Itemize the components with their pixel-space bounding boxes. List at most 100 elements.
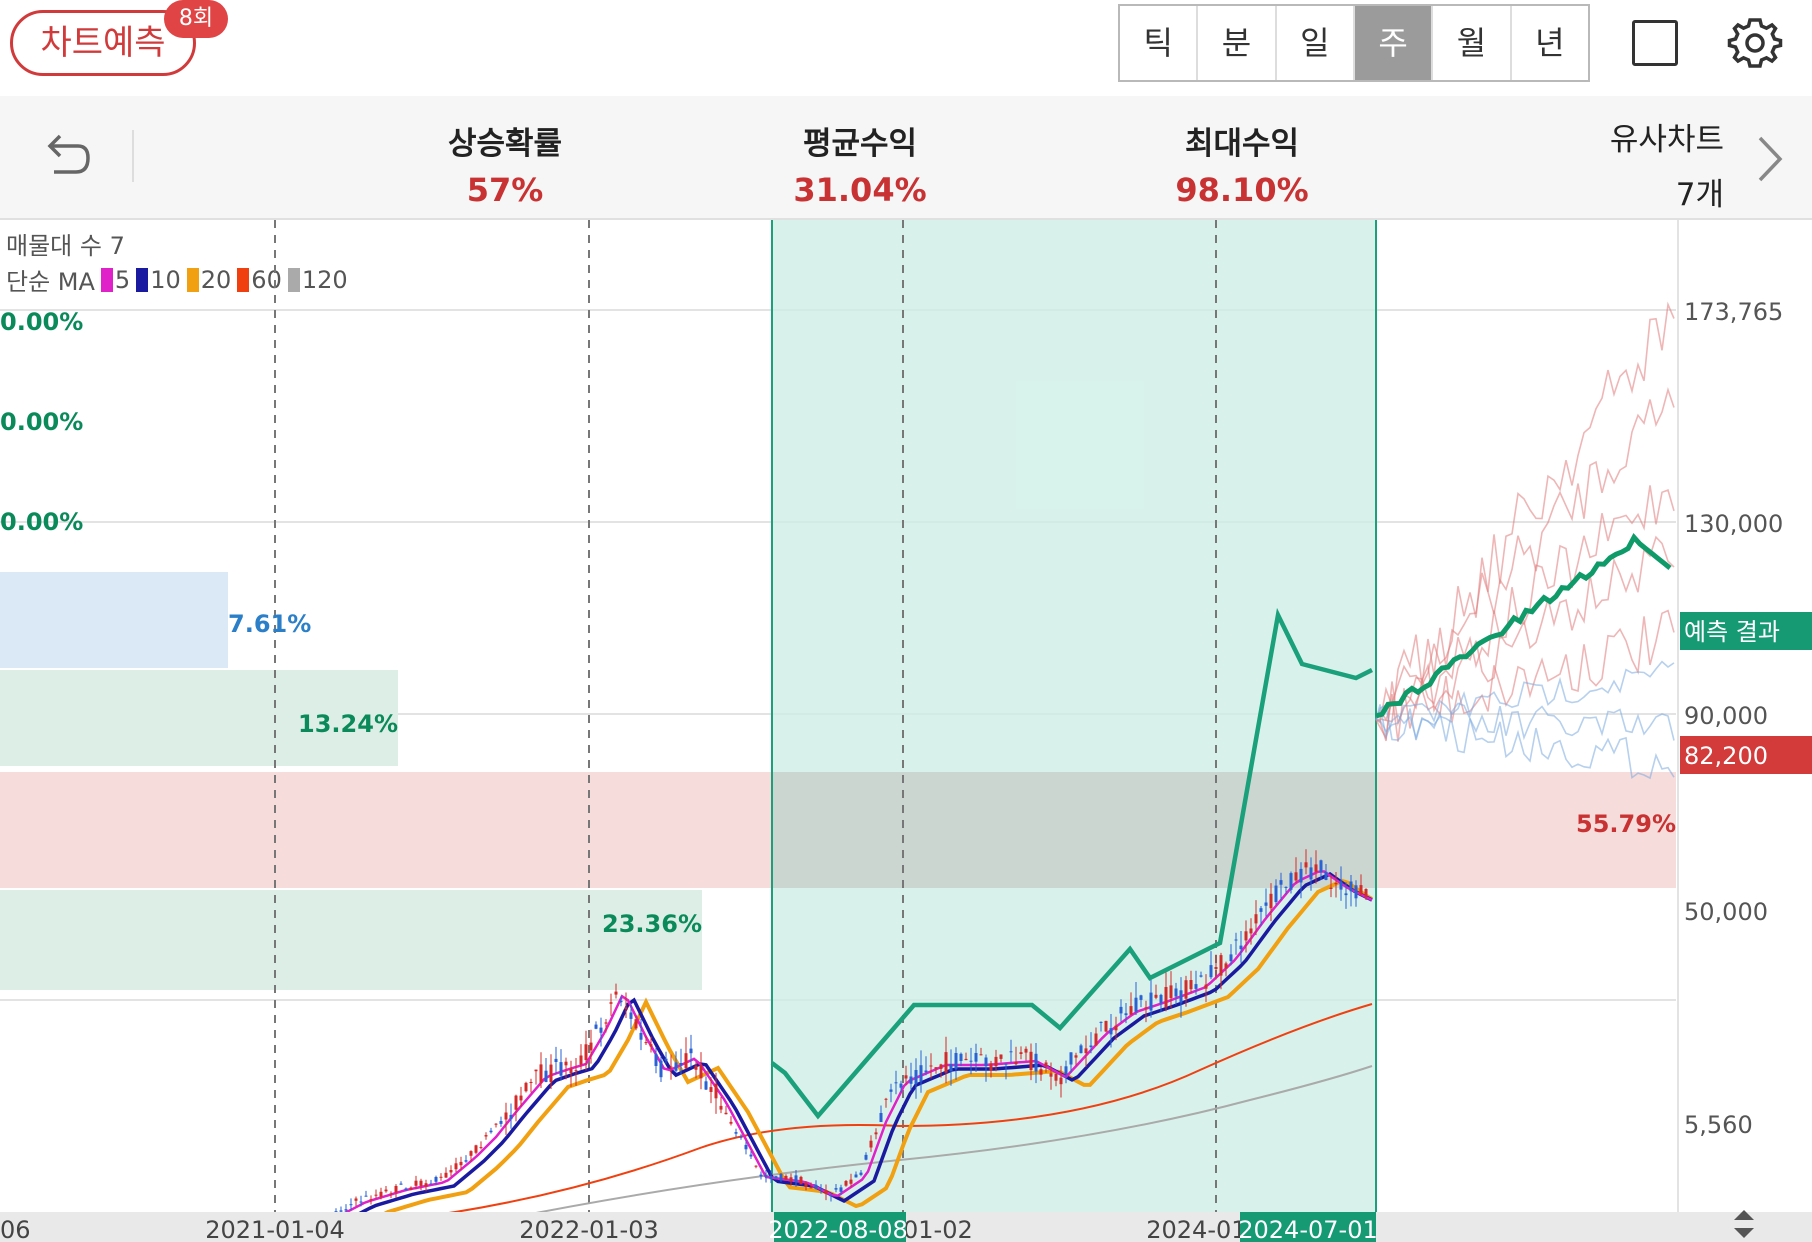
volume-profile-bar xyxy=(0,670,398,766)
candle-body xyxy=(739,1136,743,1138)
fullscreen-square-icon[interactable] xyxy=(1632,20,1678,66)
tab-tick[interactable]: 틱 xyxy=(1120,6,1199,80)
similar-charts-label: 유사차트 xyxy=(1609,122,1724,158)
candle-body xyxy=(449,1170,453,1173)
tab-week[interactable]: 주 xyxy=(1354,6,1434,80)
candle-body xyxy=(639,1033,643,1040)
candle-body xyxy=(1084,1048,1088,1054)
candle-body xyxy=(979,1054,983,1056)
candle-body xyxy=(679,1063,683,1066)
candle-body xyxy=(1214,967,1218,969)
candle-body xyxy=(1079,1045,1083,1054)
ma5-swatch xyxy=(100,267,113,292)
candle-body xyxy=(1159,994,1163,1004)
chart-area[interactable]: 매물대 수 7 단순 MA 5 10 20 60 120 0.00% 0.00% 0… xyxy=(0,220,1812,1242)
candle-body xyxy=(959,1053,963,1061)
rise-probability-value: 57% xyxy=(466,171,544,209)
candle-body xyxy=(1269,893,1273,909)
tab-month[interactable]: 월 xyxy=(1433,6,1512,80)
candle-body xyxy=(464,1160,468,1162)
candle-body xyxy=(444,1172,448,1178)
candle-body xyxy=(929,1065,933,1067)
candle-body xyxy=(709,1087,713,1092)
undo-icon[interactable] xyxy=(38,128,94,184)
y-tick-label: 50,000 xyxy=(1684,898,1768,926)
candle-body xyxy=(894,1082,898,1084)
x-tick-label: 06 xyxy=(0,1216,31,1242)
prediction-label: 예측 결과 xyxy=(1684,618,1780,646)
candle-body xyxy=(1044,1062,1048,1067)
candle-body xyxy=(494,1123,498,1125)
divider xyxy=(132,130,134,182)
candle-body xyxy=(1114,1025,1118,1031)
candle-body xyxy=(874,1132,878,1135)
candle-body xyxy=(384,1189,388,1192)
candle-body xyxy=(944,1052,948,1073)
ma-legend: 단순 MA 5 10 20 60 120 xyxy=(6,262,348,297)
y-tick-label: 130,000 xyxy=(1684,510,1783,538)
candle-body xyxy=(1309,867,1313,880)
volume-profile-pct: 7.61% xyxy=(228,610,311,638)
candle-body xyxy=(1149,992,1153,1011)
candle-body xyxy=(414,1180,418,1186)
candle-body xyxy=(764,1175,768,1177)
candle-body xyxy=(1179,990,1183,1003)
candle-body xyxy=(694,1065,698,1070)
candle-body xyxy=(819,1188,823,1190)
price-chart[interactable]: 0.00% 0.00% 0.00% 7.61% 13.24% 55.79% 23.36% 17… xyxy=(0,220,1812,1242)
scroll-arrows-icon[interactable] xyxy=(1734,1210,1754,1238)
chart-predict-button[interactable]: 차트예측 xyxy=(10,10,196,76)
candle-body xyxy=(514,1095,518,1110)
tab-day[interactable]: 일 xyxy=(1277,6,1355,80)
tab-minute[interactable]: 분 xyxy=(1198,6,1277,80)
candle-body xyxy=(1059,1077,1063,1085)
candle-body xyxy=(1039,1069,1043,1075)
candle-body xyxy=(759,1174,763,1177)
gear-icon[interactable] xyxy=(1726,14,1784,72)
candle-body xyxy=(604,1022,608,1024)
chevron-right-icon[interactable] xyxy=(1752,132,1786,186)
candle-body xyxy=(1349,881,1353,892)
candle-body xyxy=(524,1082,528,1092)
candle-body xyxy=(374,1194,378,1196)
candle-body xyxy=(469,1151,473,1156)
candle-body xyxy=(1219,955,1223,976)
candle-body xyxy=(1299,868,1303,883)
candle-body xyxy=(1359,885,1363,895)
similar-charts[interactable]: 유사차트 7개 xyxy=(1610,114,1724,214)
ma5-label: 5 xyxy=(114,265,131,294)
ma60-label: 60 xyxy=(251,265,282,294)
candle-body xyxy=(1354,885,1358,899)
candle-body xyxy=(1229,954,1233,962)
candle-body xyxy=(1279,880,1283,885)
candle-body xyxy=(794,1175,798,1183)
candle-body xyxy=(1329,887,1333,889)
similar-charts-count: 7개 xyxy=(1675,177,1724,213)
candle-body xyxy=(394,1186,398,1193)
ma20-label: 20 xyxy=(200,265,232,294)
top-bar: 차트예측 8회 틱 분 일 주 월 년 xyxy=(0,0,1812,96)
candle-body xyxy=(1154,994,1158,998)
tab-year[interactable]: 년 xyxy=(1535,24,1565,62)
candle-body xyxy=(954,1053,958,1069)
candle-body xyxy=(609,1002,613,1004)
average-return-value: 31.04% xyxy=(793,171,927,209)
candle-body xyxy=(889,1089,893,1092)
candle-body xyxy=(1099,1021,1103,1023)
predict-count-badge: 8회 xyxy=(164,0,228,38)
candle-body xyxy=(354,1198,358,1201)
forecast-path-up xyxy=(1375,609,1675,742)
ma120-swatch xyxy=(287,267,300,292)
candle-body xyxy=(379,1191,383,1197)
candle-body xyxy=(429,1183,433,1185)
candle-body xyxy=(474,1145,478,1153)
candle-body xyxy=(459,1161,463,1166)
candle-body xyxy=(629,1012,633,1019)
y-tick-label: 173,765 xyxy=(1684,298,1783,326)
candle-body xyxy=(1284,886,1288,888)
candle-body xyxy=(1134,997,1138,1012)
ma-type-label: 단순 MA xyxy=(6,268,95,296)
rise-probability-label: 상승확률 xyxy=(447,126,563,162)
candle-body xyxy=(579,1055,583,1065)
stats-bar: 상승확률 57% 평균수익 31.04% 최대수익 98.10% 유사차트 7개 xyxy=(0,96,1812,220)
